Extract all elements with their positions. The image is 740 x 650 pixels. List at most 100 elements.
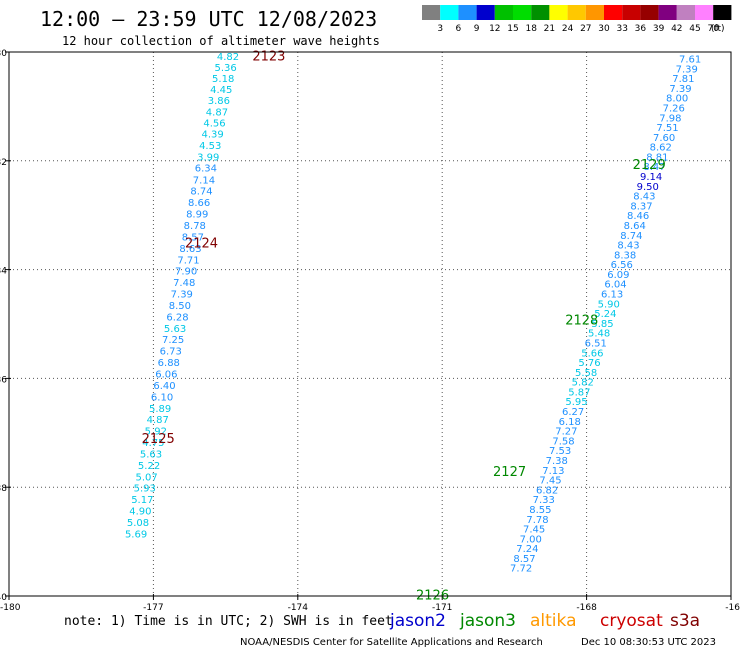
- swh-point: 7.48: [173, 278, 195, 289]
- swh-point: 5.76: [578, 358, 600, 369]
- colorbar-label: 45: [689, 24, 700, 34]
- swh-point: 8.81: [646, 152, 668, 163]
- swh-point: 8.00: [666, 94, 688, 105]
- swh-point: 5.18: [212, 74, 234, 85]
- colorbar-swatch: [458, 5, 477, 20]
- track-pass-label: 2123: [252, 49, 285, 64]
- colorbar-swatch: [513, 5, 532, 20]
- swh-point: 6.40: [153, 381, 175, 392]
- plot-frame: [8, 51, 732, 597]
- swh-point: 8.62: [650, 143, 672, 154]
- track-pass-label: 2128: [565, 314, 598, 329]
- swh-point: 7.60: [653, 133, 675, 144]
- colorbar-unit: (ft): [711, 24, 725, 34]
- x-tick-label: -177: [143, 603, 163, 613]
- swh-point: 5.17: [131, 495, 153, 506]
- colorbar-label: 30: [598, 24, 610, 34]
- colorbar-label: 18: [525, 24, 537, 34]
- swh-point: 7.45: [539, 476, 561, 487]
- y-tick-label: -30: [0, 49, 7, 59]
- swh-point: 5.48: [588, 329, 610, 340]
- swh-point: 5.90: [598, 299, 620, 310]
- colorbar-label: 15: [507, 24, 518, 34]
- swh-point: 7.61: [679, 55, 701, 66]
- swh-point: 5.69: [125, 529, 147, 540]
- footer-credit: NOAA/NESDIS Center for Satellite Applica…: [240, 637, 543, 648]
- colorbar-swatch: [604, 5, 623, 20]
- swh-point: 5.08: [127, 518, 149, 529]
- swh-point: 6.10: [151, 392, 173, 403]
- swh-point: 3.86: [208, 96, 230, 107]
- swh-point: 4.75: [142, 438, 164, 449]
- footer-timestamp: Dec 10 08:30:53 UTC 2023: [581, 637, 716, 648]
- y-tick-label: -40: [0, 593, 7, 603]
- swh-point: 7.51: [656, 123, 678, 134]
- colorbar-label: 9: [474, 24, 480, 34]
- swh-point: 5.22: [138, 461, 160, 472]
- footer-note: note: 1) Time is in UTC; 2) SWH is in fe…: [64, 614, 393, 629]
- colorbar-swatch: [440, 5, 459, 20]
- plot-area: -30 -32 -34 -36 -38 -40-180 -177 -174 -171 -168 -1…: [0, 49, 740, 613]
- data-points: 4.825.365.184.453.864.874.564.394.533.99…: [125, 52, 701, 575]
- colorbar-label: 33: [616, 24, 627, 34]
- swh-point: 7.33: [533, 495, 555, 506]
- colorbar-swatch: [676, 5, 695, 20]
- swh-point: 6.73: [160, 347, 182, 358]
- swh-point: 6.27: [562, 407, 584, 418]
- swh-point: 7.39: [669, 84, 691, 95]
- track-pass-label: 2125: [142, 432, 175, 447]
- swh-point: 8.38: [614, 250, 636, 261]
- colorbar-swatch: [622, 5, 641, 20]
- swh-point: 5.66: [581, 348, 603, 359]
- colorbar-swatch: [567, 5, 586, 20]
- satellite-name: jason2: [389, 611, 446, 631]
- swh-point: 8.78: [184, 221, 206, 232]
- swh-point: 8.43: [617, 241, 639, 252]
- grid-lines: [9, 52, 731, 596]
- chart-subtitle: 12 hour collection of altimeter wave hei…: [62, 34, 380, 48]
- swh-point: 6.56: [611, 260, 633, 271]
- swh-point: 7.39: [171, 290, 193, 301]
- colorbar-label: 42: [671, 24, 682, 34]
- colorbar-swatch: [713, 5, 732, 20]
- swh-point: 5.93: [134, 484, 156, 495]
- swh-point: 7.53: [549, 446, 571, 457]
- colorbar-label: 39: [653, 24, 665, 34]
- swh-point: 4.87: [206, 107, 228, 118]
- swh-point: 8.66: [188, 198, 210, 209]
- swh-point: 7.45: [523, 525, 545, 536]
- swh-point: 4.39: [201, 130, 223, 141]
- y-tick-label: -38: [0, 484, 7, 494]
- swh-point: 6.13: [601, 290, 623, 301]
- x-tick-label: -171: [432, 603, 452, 613]
- swh-point: 3.99: [197, 152, 219, 163]
- colorbar-label: 21: [544, 24, 555, 34]
- colorbar-swatch: [531, 5, 550, 20]
- swh-point: 7.13: [542, 466, 564, 477]
- swh-point: 6.04: [604, 280, 626, 291]
- swh-point: 8.63: [179, 244, 201, 255]
- swh-point: 4.82: [217, 52, 239, 63]
- y-tick-label: -32: [0, 158, 7, 168]
- swh-point: 7.81: [672, 74, 694, 85]
- track-pass-label: 2124: [185, 236, 218, 251]
- swh-point: 8.99: [186, 210, 208, 221]
- track-pass-label: 2127: [493, 465, 526, 480]
- x-tick-label: -16: [725, 603, 740, 613]
- swh-point: 9.14: [640, 172, 662, 183]
- swh-point: 5.89: [149, 404, 171, 415]
- colorbar-swatch: [422, 5, 441, 20]
- colorbar-label: 12: [489, 24, 500, 34]
- swh-point: 8.47: [643, 162, 665, 173]
- swh-point: 7.14: [193, 175, 215, 186]
- swh-point: 8.74: [190, 187, 212, 198]
- swh-point: 5.58: [575, 368, 597, 379]
- swh-point: 7.78: [526, 515, 548, 526]
- swh-point: 8.37: [630, 201, 652, 212]
- swh-point: 5.95: [565, 397, 587, 408]
- colorbar-label: 27: [580, 24, 591, 34]
- chart-title: 12:00 – 23:59 UTC 12/08/2023: [40, 7, 377, 31]
- swh-point: 7.58: [552, 436, 574, 447]
- x-tick-label: -168: [576, 603, 597, 613]
- swh-point: 5.92: [145, 427, 167, 438]
